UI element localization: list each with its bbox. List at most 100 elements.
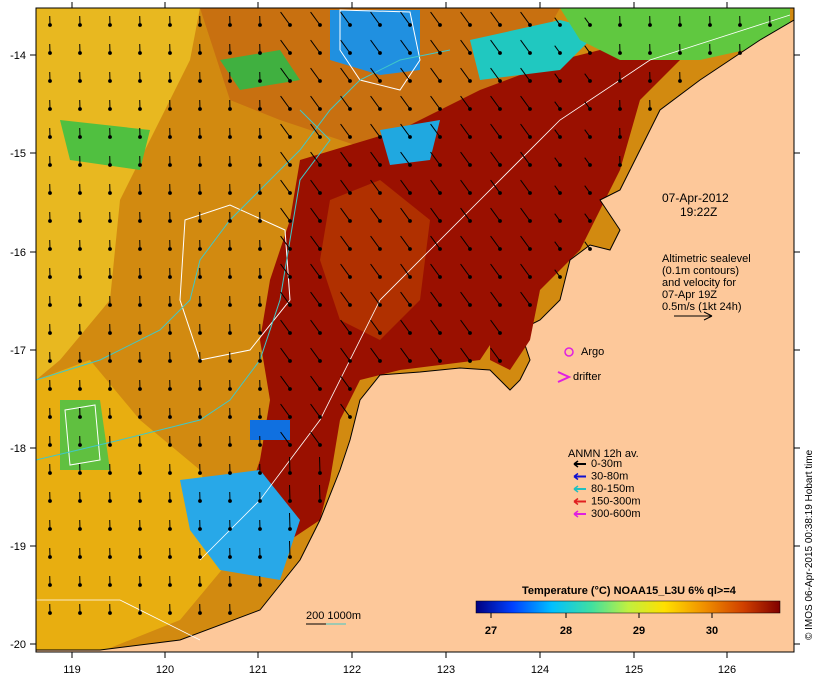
sst-green-patch-2 bbox=[220, 50, 300, 90]
velocity-arrow bbox=[430, 11, 441, 26]
velocity-arrow-base bbox=[528, 219, 532, 223]
velocity-arrow-base bbox=[138, 387, 142, 391]
velocity-arrow-base bbox=[318, 23, 322, 27]
velocity-arrow-base bbox=[288, 359, 292, 363]
velocity-arrow-base bbox=[708, 23, 712, 27]
velocity-arrow bbox=[400, 39, 411, 54]
velocity-arrow-base bbox=[258, 331, 262, 335]
velocity-arrow-base bbox=[228, 443, 232, 447]
velocity-arrow-base bbox=[468, 247, 472, 251]
velocity-arrow-base bbox=[498, 107, 502, 111]
legend-arrowhead-icon bbox=[573, 460, 579, 468]
sealevel-contour bbox=[199, 14, 791, 561]
velocity-arrow-base bbox=[288, 527, 292, 531]
velocity-arrow-base bbox=[258, 191, 262, 195]
velocity-arrow-base bbox=[228, 135, 232, 139]
velocity-arrow-base bbox=[528, 163, 532, 167]
velocity-arrow-base bbox=[198, 443, 202, 447]
lon-tick-label: 122 bbox=[343, 664, 361, 676]
velocity-arrow-base bbox=[438, 275, 442, 279]
velocity-arrow bbox=[310, 403, 321, 418]
velocity-arrow-base bbox=[108, 191, 112, 195]
velocity-arrow bbox=[490, 319, 501, 334]
velocity-arrow-base bbox=[228, 359, 232, 363]
velocity-arrow-base bbox=[378, 247, 382, 251]
lon-tick-label: 125 bbox=[625, 664, 643, 676]
velocity-arrow-base bbox=[48, 527, 52, 531]
velocity-arrow bbox=[520, 11, 531, 26]
velocity-arrow-base bbox=[408, 359, 412, 363]
velocity-arrow-base bbox=[108, 443, 112, 447]
velocity-arrow-base bbox=[348, 219, 352, 223]
bathymetry-200m bbox=[36, 49, 451, 381]
velocity-arrow bbox=[370, 67, 381, 82]
altimetry-note-line: Altimetric sealevel bbox=[662, 253, 751, 265]
velocity-arrow-base bbox=[108, 107, 112, 111]
velocity-arrow-base bbox=[168, 303, 172, 307]
velocity-arrow bbox=[430, 207, 441, 222]
velocity-arrow-base bbox=[48, 555, 52, 559]
velocity-arrow-base bbox=[348, 163, 352, 167]
velocity-arrow bbox=[460, 123, 471, 138]
velocity-arrow bbox=[430, 291, 441, 306]
velocity-arrow-base bbox=[288, 471, 292, 475]
velocity-arrow-base bbox=[108, 135, 112, 139]
velocity-arrow-base bbox=[138, 555, 142, 559]
velocity-arrow-base bbox=[558, 247, 562, 251]
velocity-arrow-base bbox=[378, 107, 382, 111]
velocity-arrow-base bbox=[78, 303, 82, 307]
velocity-arrow-base bbox=[438, 79, 442, 83]
velocity-arrow-base bbox=[168, 359, 172, 363]
velocity-arrow bbox=[280, 347, 291, 362]
velocity-arrow-base bbox=[678, 51, 682, 55]
velocity-arrow-base bbox=[48, 51, 52, 55]
velocity-arrow-base bbox=[438, 331, 442, 335]
velocity-arrow bbox=[280, 151, 291, 166]
map-frame bbox=[35, 7, 795, 653]
velocity-arrow-base bbox=[138, 163, 142, 167]
velocity-arrow-base bbox=[228, 331, 232, 335]
velocity-arrow-base bbox=[168, 499, 172, 503]
velocity-arrow bbox=[430, 95, 441, 110]
velocity-arrow-base bbox=[228, 555, 232, 559]
velocity-arrow-base bbox=[288, 415, 292, 419]
velocity-arrow-base bbox=[738, 51, 742, 55]
sst-northeast-green bbox=[560, 8, 790, 60]
velocity-arrow-base bbox=[378, 79, 382, 83]
velocity-arrow-base bbox=[468, 303, 472, 307]
velocity-arrow-base bbox=[498, 23, 502, 27]
velocity-arrow-base bbox=[258, 135, 262, 139]
lat-tick-label: -18 bbox=[10, 443, 26, 455]
legend-item-label: 0-30m bbox=[591, 458, 622, 470]
velocity-arrow bbox=[310, 375, 321, 390]
velocity-arrow-base bbox=[468, 107, 472, 111]
velocity-arrow-base bbox=[558, 79, 562, 83]
velocity-arrow bbox=[340, 291, 351, 306]
velocity-arrow-base bbox=[258, 79, 262, 83]
lon-tick-label: 124 bbox=[531, 664, 549, 676]
velocity-arrow bbox=[370, 235, 381, 250]
velocity-arrow-base bbox=[198, 163, 202, 167]
bathymetry-1000m bbox=[36, 109, 331, 461]
velocity-arrow-base bbox=[198, 247, 202, 251]
velocity-arrow-base bbox=[108, 247, 112, 251]
velocity-arrow-base bbox=[108, 471, 112, 475]
velocity-arrow-base bbox=[168, 331, 172, 335]
velocity-arrow-base bbox=[498, 79, 502, 83]
velocity-arrow-base bbox=[528, 135, 532, 139]
velocity-arrow-base bbox=[318, 303, 322, 307]
velocity-arrow bbox=[280, 123, 291, 138]
velocity-arrow-base bbox=[48, 415, 52, 419]
velocity-arrow bbox=[310, 11, 321, 26]
velocity-arrow-base bbox=[258, 23, 262, 27]
velocity-arrow-base bbox=[318, 499, 322, 503]
velocity-arrow bbox=[520, 39, 531, 54]
velocity-arrow-base bbox=[348, 247, 352, 251]
velocity-arrow-base bbox=[198, 51, 202, 55]
velocity-arrow-base bbox=[588, 107, 592, 111]
velocity-arrow-base bbox=[138, 51, 142, 55]
velocity-arrow bbox=[370, 11, 381, 26]
velocity-arrow-base bbox=[498, 135, 502, 139]
velocity-arrow-base bbox=[228, 415, 232, 419]
velocity-arrow-base bbox=[288, 387, 292, 391]
